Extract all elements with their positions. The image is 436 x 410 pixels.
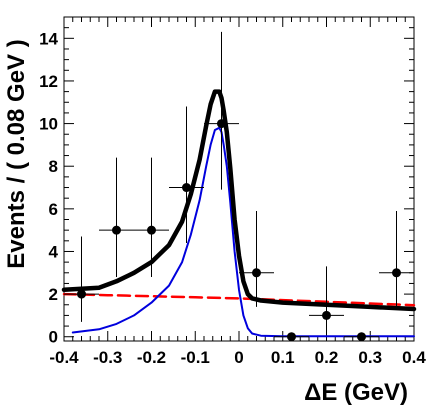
data-point xyxy=(379,210,414,307)
data-point xyxy=(169,106,204,243)
data-point xyxy=(239,210,274,307)
x-tick-label: 0.1 xyxy=(271,348,295,367)
data-marker xyxy=(147,225,156,235)
y-tick-label: 12 xyxy=(39,72,58,91)
x-axis-ticks: -0.4 -0.3 -0.2 -0.1 0 0.1 0.2 0.3 0.4 xyxy=(49,17,426,367)
data-point xyxy=(134,157,169,278)
y-axis-ticks: 0 2 4 6 8 10 12 14 xyxy=(39,16,414,347)
y-tick-label: 6 xyxy=(49,200,58,219)
x-tick-label: -0.1 xyxy=(181,348,210,367)
data-marker xyxy=(252,268,261,278)
x-tick-label: -0.2 xyxy=(137,348,166,367)
data-point xyxy=(309,266,344,333)
y-tick-label: 8 xyxy=(49,157,58,176)
background-curve xyxy=(62,292,416,307)
data-marker xyxy=(357,332,366,342)
x-axis-title: ΔE (GeV) xyxy=(304,379,408,406)
x-tick-label: 0.2 xyxy=(315,348,339,367)
data-marker xyxy=(287,332,296,342)
data-marker xyxy=(77,289,86,299)
data-point xyxy=(274,332,309,342)
y-axis-title: Events / ( 0.08 GeV ) xyxy=(3,39,30,268)
data-point xyxy=(99,157,134,278)
data-marker xyxy=(182,183,191,193)
y-tick-label: 4 xyxy=(49,242,59,261)
y-tick-label: 10 xyxy=(39,115,58,134)
data-point xyxy=(344,332,379,342)
y-tick-label: 2 xyxy=(49,285,58,304)
data-marker xyxy=(217,119,226,129)
y-tick-label: 14 xyxy=(39,29,58,48)
x-tick-label: 0.4 xyxy=(402,348,426,367)
y-tick-label: 0 xyxy=(49,328,58,347)
data-point xyxy=(204,31,239,190)
x-tick-label: 0 xyxy=(234,348,243,367)
x-tick-label: -0.3 xyxy=(93,348,122,367)
data-points xyxy=(64,31,414,342)
data-point xyxy=(64,236,99,322)
data-marker xyxy=(322,310,331,320)
x-tick-label: 0.3 xyxy=(358,348,382,367)
x-tick-label: -0.4 xyxy=(49,348,79,367)
data-marker xyxy=(392,268,401,278)
data-marker xyxy=(112,225,121,235)
